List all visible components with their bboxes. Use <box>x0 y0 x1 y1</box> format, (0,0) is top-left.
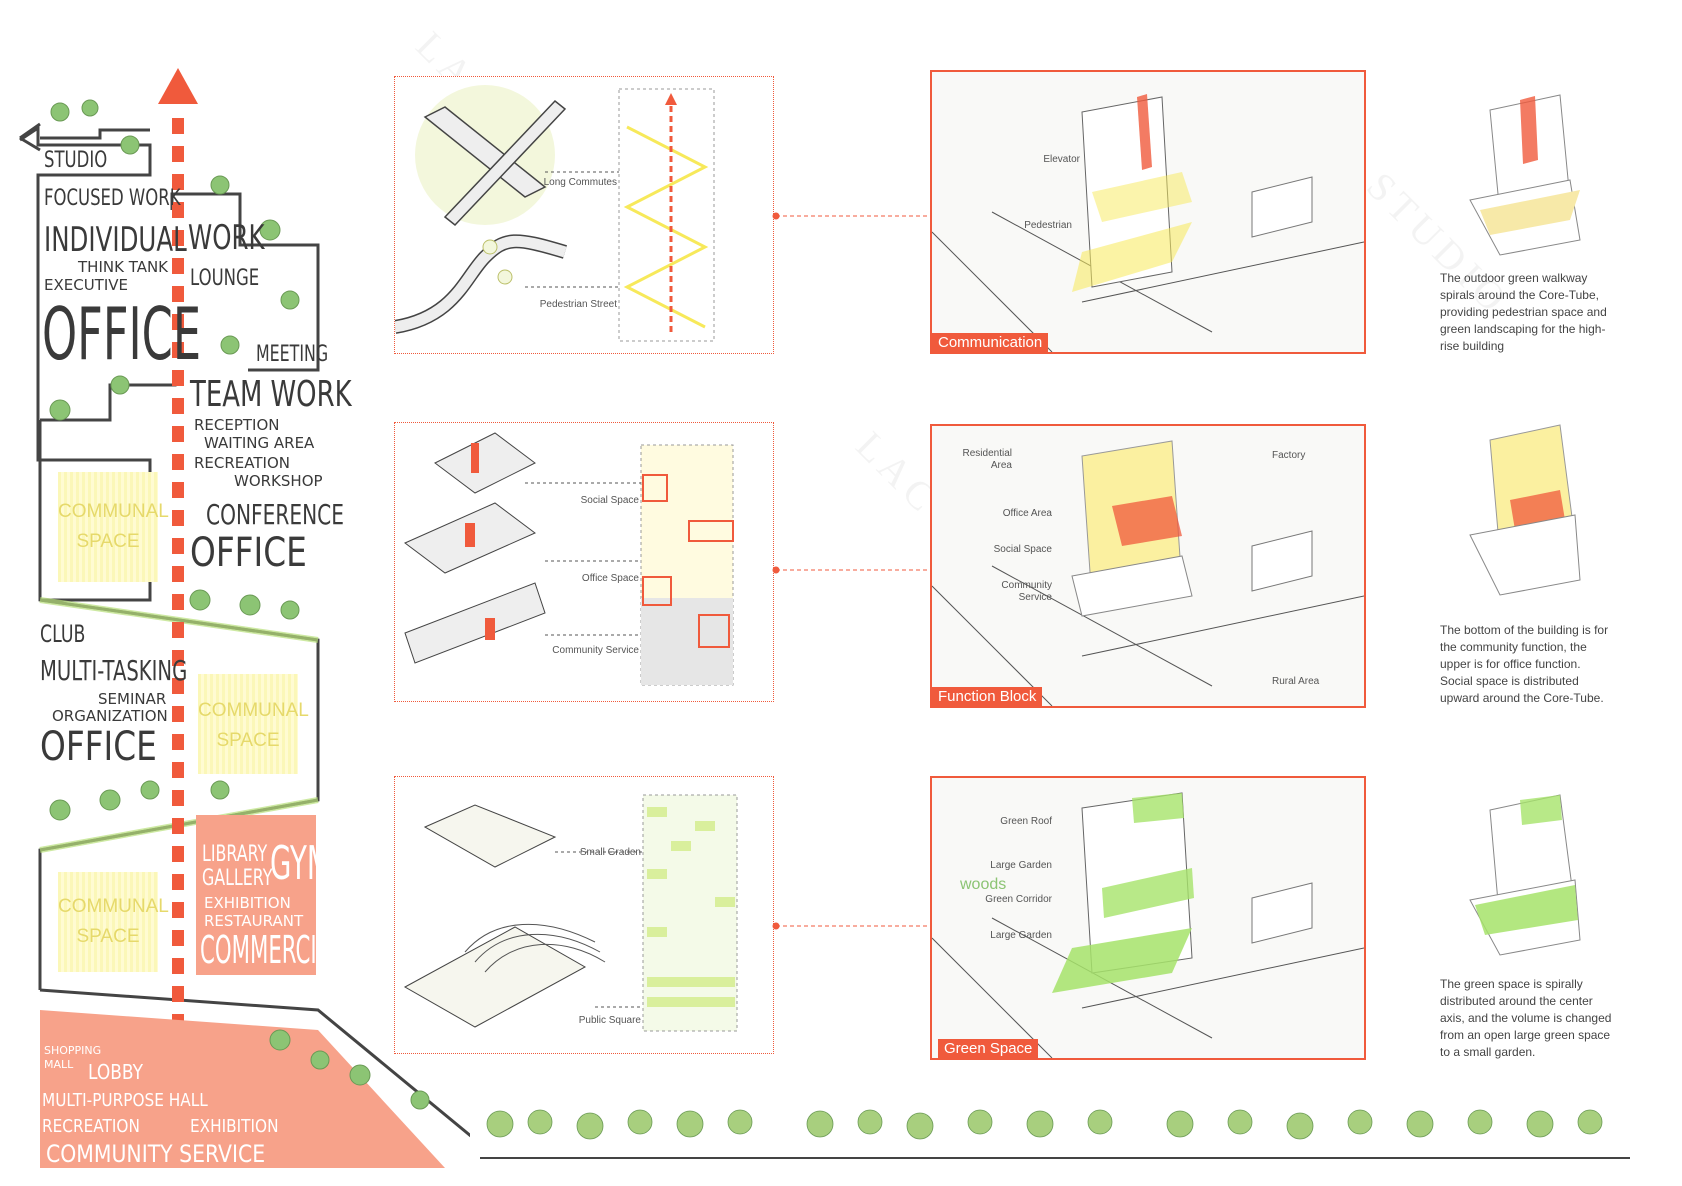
green-axonometric <box>1469 794 1581 956</box>
label-club: CLUB <box>40 620 86 648</box>
label-office-1: OFFICE <box>42 292 202 376</box>
label-conference: CONFERENCE <box>206 498 345 531</box>
label-executive: EXECUTIVE <box>44 276 129 294</box>
communication-concept-panel: Long Commutes Pedestrian Street <box>393 76 774 354</box>
label-commercial: COMMERCIAL <box>200 928 344 972</box>
factory-label: Factory <box>1272 450 1306 461</box>
label-office-2: OFFICE <box>190 530 307 576</box>
community-service-label: Community Service <box>552 645 639 656</box>
pedestrian-label: Pedestrian <box>1024 220 1072 231</box>
label-lobby: LOBBY <box>88 1060 144 1084</box>
label-organization: ORGANIZATION <box>52 707 168 725</box>
label-recreation: RECREATION <box>194 454 290 472</box>
connector-line <box>772 212 930 220</box>
green-corridor-label: Green Corridor <box>985 894 1052 905</box>
green-building-panel: Green Roof Large Garden Green Corridor L… <box>930 776 1366 1060</box>
function-building-drawing <box>932 440 1364 706</box>
elevator-label: Elevator <box>1043 154 1080 165</box>
label-studio: STUDIO <box>44 148 108 173</box>
pedestrian-street-label: Pedestrian Street <box>539 299 617 310</box>
green-roof-label: Green Roof <box>1000 816 1052 827</box>
label-work: WORK <box>188 218 265 258</box>
tree-line <box>480 1109 1630 1159</box>
green-concept-panel: Small Graden Public Square <box>394 776 774 1054</box>
label-restaurant: RESTAURANT <box>204 912 304 930</box>
label-exhibition: EXHIBITION <box>204 894 291 912</box>
label-focused-work: FOCUSED WORK <box>44 186 181 211</box>
small-garden-label: Small Graden <box>579 847 641 858</box>
label-shopping-mall: SHOPPING MALL <box>44 1044 102 1071</box>
function-description: The bottom of the building is for the co… <box>1440 623 1609 705</box>
label-gym: GYM <box>270 836 331 890</box>
label-workshop: WORKSHOP <box>234 472 323 490</box>
function-block-tag: Function Block <box>932 687 1043 706</box>
office-space-label: Office Space <box>581 573 639 584</box>
residential-area-label: Residential Area <box>962 448 1012 471</box>
green-description: The green space is spirally distributed … <box>1440 977 1612 1059</box>
green-building-drawing <box>932 792 1364 1058</box>
communal-space-3: COMMUNAL SPACE <box>58 872 169 972</box>
communication-concept-drawing <box>393 85 715 342</box>
label-gallery: GALLERY <box>202 866 273 891</box>
label-recreation-2: RECREATION <box>42 1116 140 1137</box>
label-waiting-area: WAITING AREA <box>204 434 315 452</box>
communal-space-2: COMMUNAL SPACE <box>198 674 309 774</box>
long-commutes-label: Long Commutes <box>543 177 617 188</box>
label-team-work: TEAM WORK <box>190 374 352 415</box>
label-multi-tasking: MULTI-TASKING <box>40 654 188 687</box>
woods-label: woods <box>960 876 1007 893</box>
function-building-panel: Residential Area Factory Office Area Soc… <box>930 424 1366 708</box>
communication-description: The outdoor green walkway spirals around… <box>1440 271 1607 353</box>
label-reception: RECEPTION <box>194 416 280 434</box>
connector-line <box>772 566 930 574</box>
communal-space-1: COMMUNAL SPACE <box>58 472 169 582</box>
label-meeting: MEETING <box>256 342 329 367</box>
green-space-tag: Green Space <box>938 1039 1039 1058</box>
public-square-label: Public Square <box>578 1015 641 1026</box>
function-axonometric <box>1469 424 1581 596</box>
label-individual: INDIVIDUAL <box>44 220 187 260</box>
label-office-3: OFFICE <box>40 724 157 770</box>
large-garden-label: Large Garden <box>990 860 1052 871</box>
label-lounge: LOUNGE <box>190 266 260 291</box>
label-think-tank: THINK TANK <box>78 258 169 276</box>
label-multi-purpose-hall: MULTI-PURPOSE HALL <box>42 1090 208 1111</box>
office-area-label: Office Area <box>1002 508 1052 519</box>
social-space-label: Social Space <box>580 495 639 506</box>
label-seminar: SEMINAR <box>98 690 167 708</box>
label-exhibition-2: EXHIBITION <box>190 1116 279 1137</box>
function-concept-drawing <box>404 432 734 686</box>
function-concept-panel: Social Space Office Space Community Serv… <box>394 422 774 702</box>
label-community-service: COMMUNITY SERVICE <box>46 1140 266 1168</box>
rural-area-label: Rural Area <box>1272 676 1320 687</box>
program-stack-diagram <box>19 68 470 1168</box>
label-library: LIBRARY <box>202 842 268 867</box>
communication-building-drawing <box>932 94 1364 352</box>
community-service-b-label: Community Service <box>1001 580 1052 603</box>
communication-building-panel: Elevator Pedestrian Communication <box>930 70 1366 354</box>
large-garden-2-label: Large Garden <box>990 930 1052 941</box>
connector-line <box>772 922 930 930</box>
green-concept-drawing <box>403 794 738 1032</box>
communication-axonometric <box>1469 94 1581 256</box>
social-space-b-label: Social Space <box>993 544 1052 555</box>
communication-tag: Communication <box>932 333 1049 352</box>
